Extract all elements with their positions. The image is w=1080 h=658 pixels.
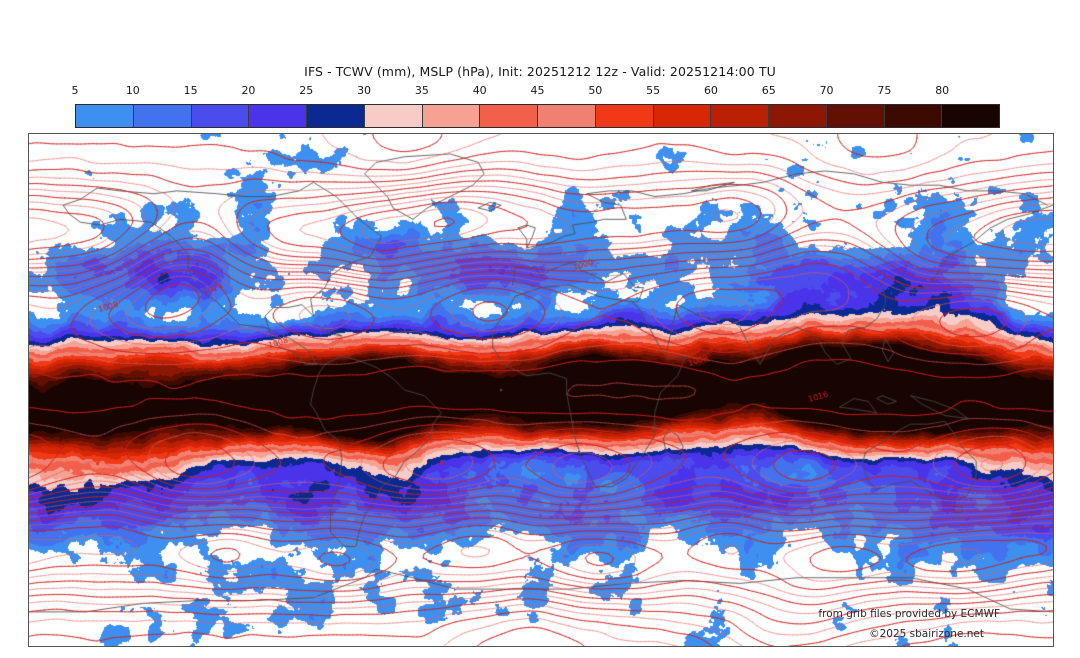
chart-title: IFS - TCWV (mm), MSLP (hPa), Init: 20251… [304,64,776,79]
map-panel [28,133,1054,647]
colorbar-tick-75: 75 [877,84,892,97]
colorbar-band-10 [133,105,192,127]
colorbar-tick-10: 10 [125,84,140,97]
colorbar-band-55 [653,105,712,127]
data-source-credit: from grib files provided by ECMWF [818,608,1000,620]
colorbar-tick-45: 45 [530,84,545,97]
colorbar-tick-5: 5 [71,84,79,97]
colorbar-band-80 [942,105,999,127]
tcwv-mslp-map [29,134,1053,646]
colorbar-bands [75,104,1000,128]
colorbar-tick-70: 70 [819,84,834,97]
colorbar-tick-40: 40 [472,84,487,97]
copyright-credit: ©2025 sbairizone.net [869,628,984,640]
colorbar-band-60 [711,105,769,127]
colorbar [75,104,1000,128]
colorbar-band-5 [76,105,134,127]
colorbar-tick-15: 15 [183,84,198,97]
colorbar-tick-60: 60 [703,84,718,97]
colorbar-tick-65: 65 [761,84,776,97]
colorbar-band-30 [364,105,423,127]
colorbar-tick-25: 25 [299,84,314,97]
colorbar-band-50 [595,105,654,127]
colorbar-tick-35: 35 [414,84,429,97]
colorbar-band-75 [884,105,943,127]
colorbar-band-65 [769,105,827,127]
colorbar-band-35 [422,105,481,127]
colorbar-tick-20: 20 [241,84,256,97]
colorbar-band-25 [307,105,365,127]
colorbar-band-20 [249,105,307,127]
colorbar-band-15 [191,105,250,127]
colorbar-tick-30: 30 [357,84,372,97]
colorbar-band-45 [538,105,596,127]
colorbar-tick-80: 80 [935,84,950,97]
colorbar-tick-55: 55 [646,84,661,97]
colorbar-tick-50: 50 [588,84,603,97]
colorbar-tick-labels: 5 10 15 20 25 30 35 40 45 50 55 60 65 70 75 80 [71,84,1000,100]
colorbar-band-40 [480,105,538,127]
colorbar-band-70 [826,105,885,127]
